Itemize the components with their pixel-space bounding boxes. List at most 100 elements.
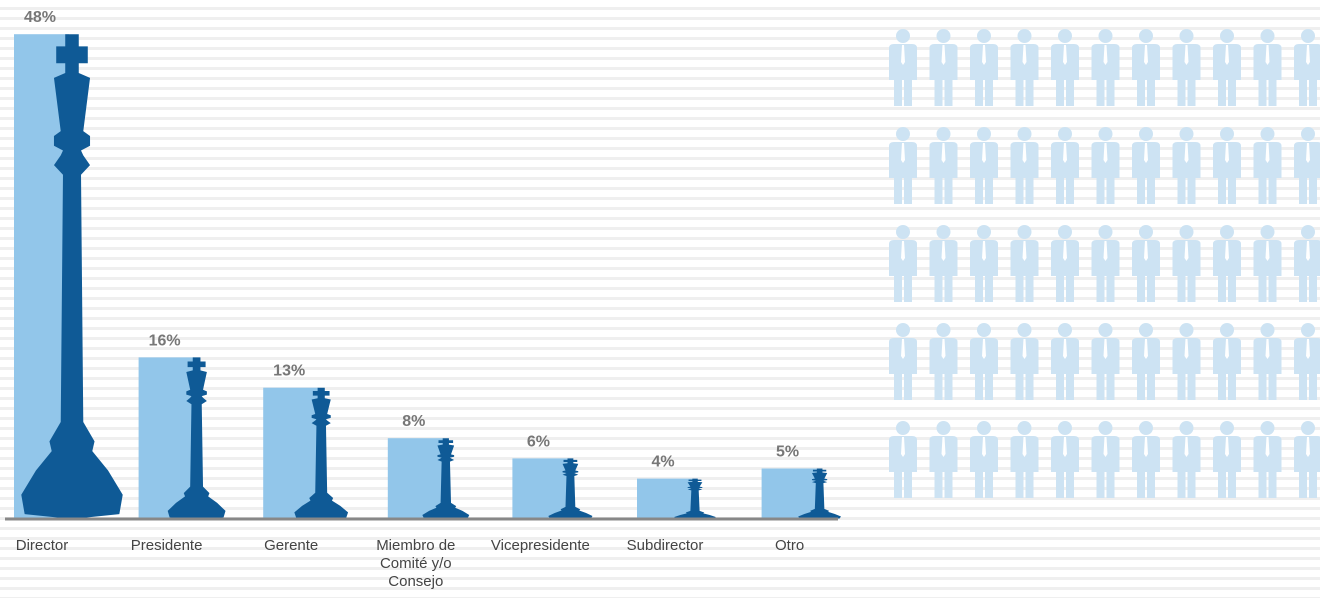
person-icon [1253,127,1282,204]
value-label: 6% [527,433,550,450]
person-body [1091,338,1120,400]
person-head [1139,421,1153,435]
person-icon [1051,127,1079,204]
person-tie [1306,143,1310,163]
person-body [1213,240,1241,302]
person-body [889,142,917,204]
person-icon [970,29,998,106]
person-tie [1022,437,1027,457]
person-head [1139,29,1153,43]
person-icon [1010,225,1039,302]
person-tie [1022,45,1027,65]
person-tie [982,143,986,163]
person-icon [1172,323,1201,400]
person-tie [1103,437,1108,457]
person-icon [1213,127,1241,204]
person-icon [1010,421,1039,498]
person-icon [1172,421,1201,498]
person-body [1091,142,1120,204]
person-head [1017,29,1032,43]
person-tie [1144,143,1148,163]
person-head [1301,127,1315,141]
person-icon [1091,29,1120,106]
person-tie [941,437,946,457]
person-body [929,436,958,498]
person-tie [1144,437,1148,457]
person-head [1139,323,1153,337]
person-head [1260,225,1275,239]
person-body [929,44,958,106]
person-body [1172,240,1201,302]
person-body [1132,142,1160,204]
person-tie [1184,339,1189,359]
category-label: Miembro de Comité y/o Consejo [376,537,456,590]
person-icon [1213,225,1241,302]
person-body [1010,436,1039,498]
person-body [1172,436,1201,498]
person-body [1091,44,1120,106]
value-label: 13% [273,363,305,380]
person-icon [970,225,998,302]
person-head [1301,29,1315,43]
person-icon [929,29,958,106]
person-head [1017,323,1032,337]
category-label: Vicepresidente [490,537,590,554]
person-tie [1022,339,1027,359]
person-body [1213,44,1241,106]
bar [138,357,194,519]
person-tie [1265,143,1270,163]
person-head [1058,127,1072,141]
person-icon [1091,421,1120,498]
value-label: 48% [24,9,56,26]
person-head [1017,127,1032,141]
person-head [936,29,951,43]
person-icon [1051,29,1079,106]
person-icon [1051,323,1079,400]
person-tie [1063,45,1067,65]
person-icon [929,225,958,302]
person-head [977,225,991,239]
person-head [1098,323,1113,337]
person-head [1058,323,1072,337]
person-head [1139,225,1153,239]
person-head [1260,29,1275,43]
category-label: Subdirector [626,537,704,554]
person-icon [1091,225,1120,302]
person-icon [1294,323,1320,400]
person-body [1091,436,1120,498]
chess-piece [798,468,842,519]
person-tie [901,437,905,457]
person-icon [1172,127,1201,204]
person-tie [1063,241,1067,261]
person-body [1294,338,1320,400]
person-tie [1306,339,1310,359]
person-tie [1022,241,1027,261]
person-body [970,44,998,106]
person-tie [1103,339,1108,359]
person-body [1294,240,1320,302]
person-body [1132,338,1160,400]
person-tie [1225,45,1229,65]
person-icon [1051,421,1079,498]
person-tie [941,339,946,359]
person-head [1058,225,1072,239]
person-head [936,225,951,239]
person-icon [889,225,917,302]
person-head [1179,127,1194,141]
person-tie [941,241,946,261]
person-icon [1132,29,1160,106]
person-body [929,338,958,400]
person-body [1010,240,1039,302]
person-head [1098,421,1113,435]
person-icon [1213,323,1241,400]
person-head [1301,225,1315,239]
person-head [977,421,991,435]
person-icon [889,29,917,106]
person-tie [982,437,986,457]
person-body [1294,436,1320,498]
category-label: Otro [775,537,805,554]
person-icon [1253,421,1282,498]
person-body [1253,436,1282,498]
person-icon [1091,127,1120,204]
person-head [1220,29,1234,43]
